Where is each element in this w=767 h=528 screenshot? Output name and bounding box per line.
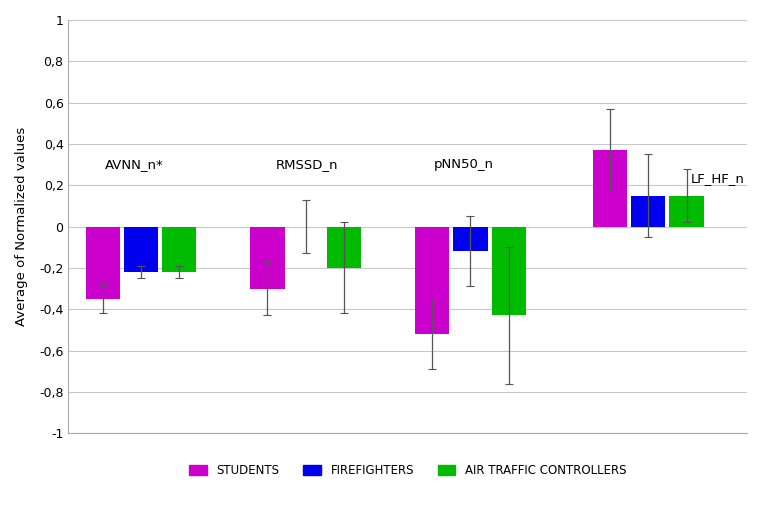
Text: AVNN_n*: AVNN_n* bbox=[105, 158, 163, 171]
Legend: STUDENTS, FIREFIGHTERS, AIR TRAFFIC CONTROLLERS: STUDENTS, FIREFIGHTERS, AIR TRAFFIC CONT… bbox=[189, 464, 626, 477]
Bar bbox=[162, 227, 196, 272]
Text: LF_HF_n: LF_HF_n bbox=[691, 172, 745, 185]
Bar bbox=[631, 195, 666, 227]
Y-axis label: Average of Normalized values: Average of Normalized values bbox=[15, 127, 28, 326]
Bar bbox=[86, 227, 120, 299]
Bar bbox=[123, 227, 158, 272]
Bar bbox=[492, 227, 525, 315]
Bar bbox=[250, 227, 285, 288]
Bar bbox=[453, 227, 488, 251]
Bar bbox=[415, 227, 449, 334]
Bar bbox=[593, 150, 627, 227]
Text: pNN50_n: pNN50_n bbox=[434, 158, 494, 171]
Bar bbox=[670, 195, 703, 227]
Bar bbox=[327, 227, 361, 268]
Text: RMSSD_n: RMSSD_n bbox=[276, 158, 338, 171]
